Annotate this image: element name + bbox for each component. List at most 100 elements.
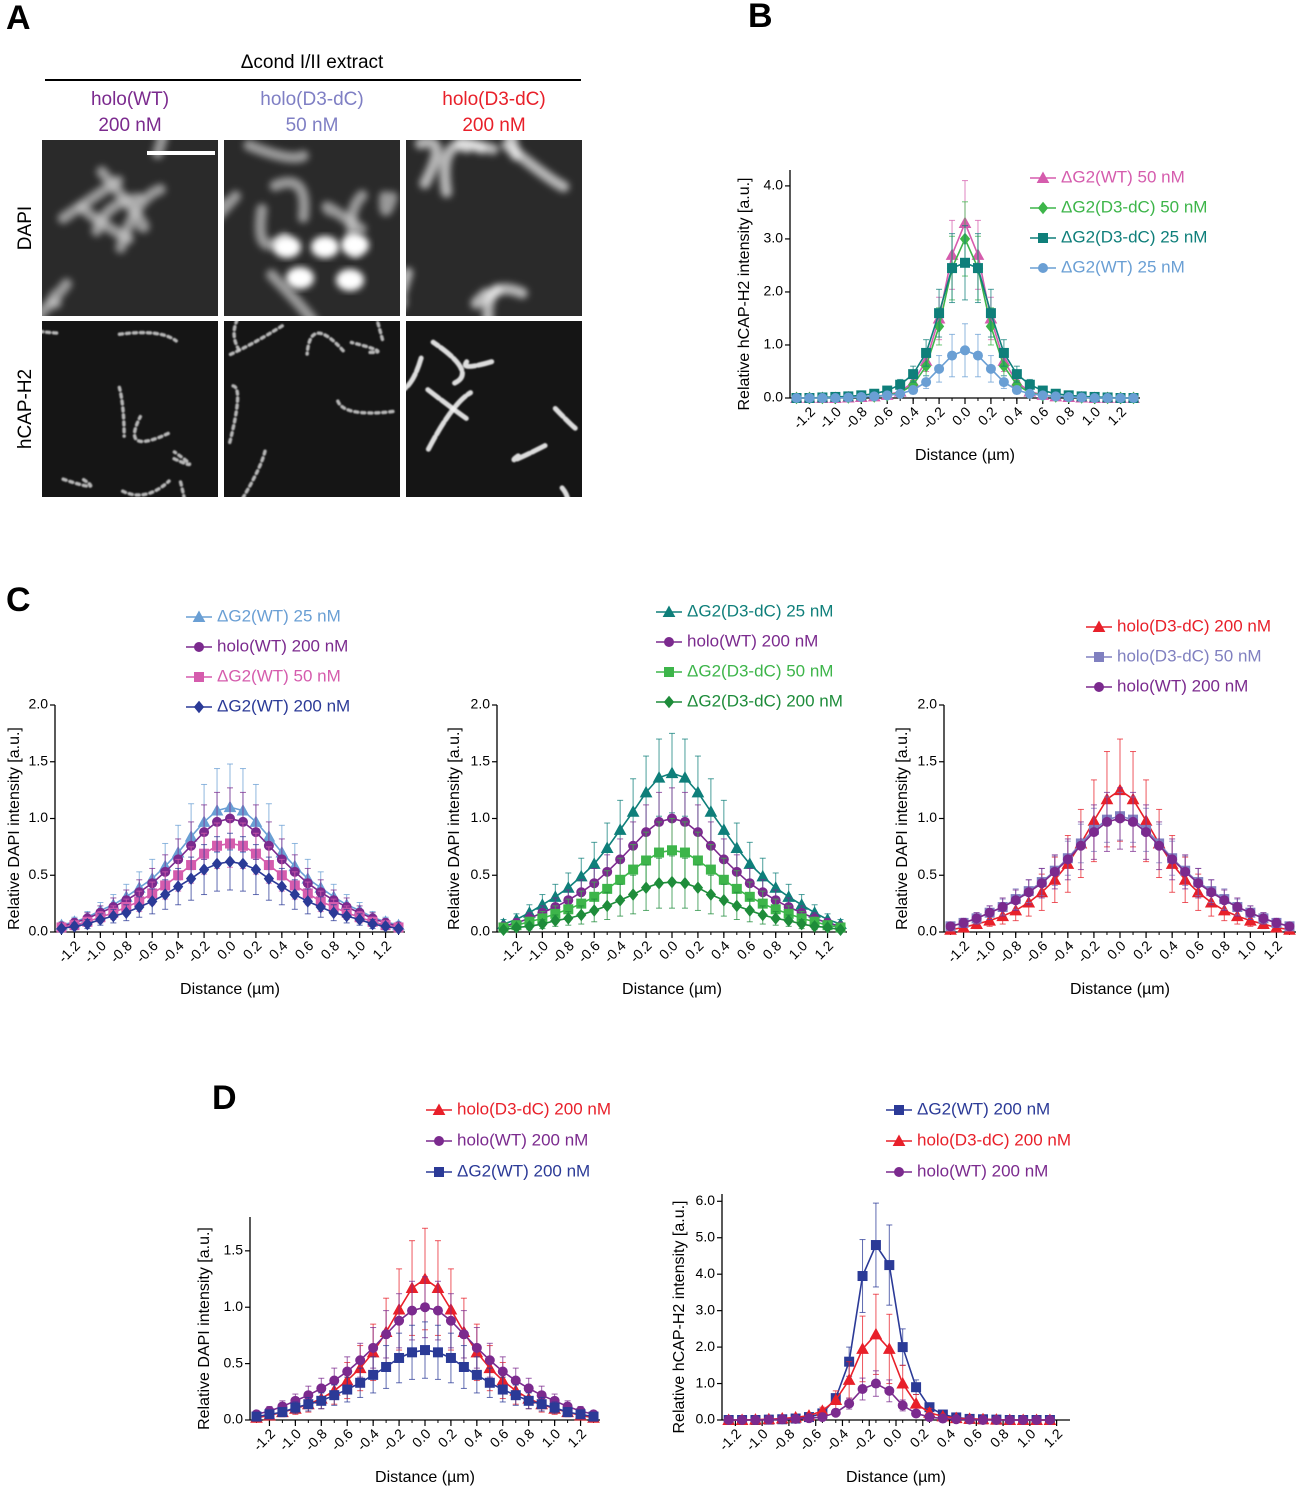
x-tick-label: 1.0	[343, 937, 368, 962]
legend-label: ΔG2(D3-dC) 25 nM	[1061, 227, 1207, 246]
data-point	[951, 1414, 962, 1425]
x-tick-label: -1.2	[790, 403, 819, 432]
x-axis-label: Distance (µm)	[915, 447, 1015, 464]
data-point	[882, 1342, 896, 1354]
data-point	[870, 1240, 881, 1251]
data-point	[1180, 866, 1191, 877]
chromosome	[430, 339, 465, 386]
x-tick-label: -0.2	[379, 1425, 408, 1454]
data-point	[991, 1415, 1002, 1425]
bright-spot	[286, 267, 314, 289]
data-point	[908, 385, 919, 396]
data-point	[1128, 816, 1139, 827]
x-tick-label: 0.4	[933, 1425, 958, 1450]
chromosome	[559, 485, 570, 497]
chromosome	[91, 192, 144, 237]
x-axis-label: Distance (µm)	[622, 981, 722, 998]
data-point	[173, 880, 184, 893]
bright-spot	[273, 236, 301, 258]
x-tick-label: -0.2	[1074, 937, 1103, 966]
legend-marker	[1038, 233, 1048, 243]
data-point	[911, 1382, 922, 1393]
x-tick-label: -1.2	[55, 937, 84, 966]
y-axis-label: Relative hCAP-H2 intensity [a.u.]	[736, 178, 753, 411]
x-tick-label: 0.4	[708, 937, 733, 962]
x-tick-label: -0.6	[868, 403, 897, 432]
x-tick-label: -0.8	[769, 1425, 798, 1454]
x-tick-label: -1.0	[816, 403, 845, 432]
column-label: holo(D3-dC)	[260, 89, 363, 110]
data-point	[328, 906, 339, 919]
x-tick-label: -0.6	[575, 937, 604, 966]
data-point	[757, 908, 768, 922]
x-tick-label: -0.6	[1022, 937, 1051, 966]
x-tick-label: 0.6	[1182, 937, 1207, 962]
chromosome	[152, 140, 168, 159]
micrograph	[406, 321, 582, 497]
data-point	[1011, 385, 1022, 396]
data-point	[484, 1377, 495, 1388]
data-point	[921, 347, 932, 358]
micrographs: holo(WT) 200 nM holo(D3-dC) 50 nM holo(D3-dC…	[15, 89, 582, 497]
data-point	[1167, 854, 1178, 865]
data-point	[870, 1378, 881, 1389]
data-point	[211, 857, 223, 871]
column-label: 50 nM	[286, 115, 339, 136]
legend-marker	[1038, 263, 1048, 273]
x-tick-label: 1.0	[1234, 937, 1259, 962]
chromosome	[425, 390, 474, 452]
data-point	[934, 363, 945, 374]
x-tick-label: 1.2	[564, 1425, 589, 1450]
x-tick-label: -1.2	[944, 937, 973, 966]
data-point	[822, 921, 833, 934]
data-point	[407, 1347, 418, 1358]
legend-marker	[662, 605, 676, 617]
data-point	[921, 377, 932, 388]
data-point	[960, 257, 970, 268]
chromosome	[506, 140, 522, 161]
data-point	[857, 1384, 868, 1395]
chromosome	[117, 385, 126, 438]
x-tick-label: -1.0	[743, 1425, 772, 1454]
chromosomes	[42, 140, 168, 316]
data-point	[1284, 921, 1295, 932]
legend-label: holo(D3-dC) 200 nM	[1117, 616, 1271, 635]
x-tick-label: 1.0	[538, 1425, 563, 1450]
legend-label: ΔG2(D3-dC) 50 nM	[1061, 197, 1207, 216]
data-point	[895, 379, 906, 390]
data-point	[342, 1384, 353, 1395]
data-point	[639, 785, 653, 798]
chromosome	[511, 443, 548, 463]
data-point	[550, 914, 561, 927]
chromosome	[305, 331, 345, 356]
data-point	[589, 904, 600, 917]
data-point	[869, 1327, 883, 1340]
y-tick-label: 0.0	[471, 923, 491, 939]
data-point	[432, 1305, 443, 1316]
y-tick-label: 4.0	[696, 1265, 716, 1281]
x-axis-label: Distance (µm)	[1070, 981, 1170, 998]
data-point	[897, 1342, 908, 1353]
legend-marker	[1037, 201, 1049, 215]
data-point	[511, 921, 522, 934]
y-tick-label: 0.5	[224, 1354, 244, 1370]
data-point	[1036, 878, 1047, 889]
bright-spot	[336, 269, 364, 291]
x-tick-label: 0.6	[486, 1425, 511, 1450]
legend-marker	[1036, 171, 1050, 183]
legend-label: holo(WT) 200 nM	[457, 1130, 588, 1149]
data-point	[843, 392, 854, 403]
x-tick-label: -1.0	[970, 937, 999, 966]
data-point	[1031, 1415, 1042, 1425]
chromosome	[406, 355, 424, 391]
data-point	[667, 845, 677, 856]
chromosome	[379, 191, 398, 216]
y-tick-label: 2.0	[764, 283, 784, 299]
legend-label: holo(D3-dC) 200 nM	[457, 1099, 611, 1118]
y-tick-label: 2.0	[696, 1338, 716, 1354]
x-tick-label: -1.0	[523, 937, 552, 966]
data-point	[329, 1375, 340, 1386]
chromosome	[178, 480, 186, 497]
data-point	[588, 1411, 599, 1422]
data-point	[95, 913, 106, 926]
